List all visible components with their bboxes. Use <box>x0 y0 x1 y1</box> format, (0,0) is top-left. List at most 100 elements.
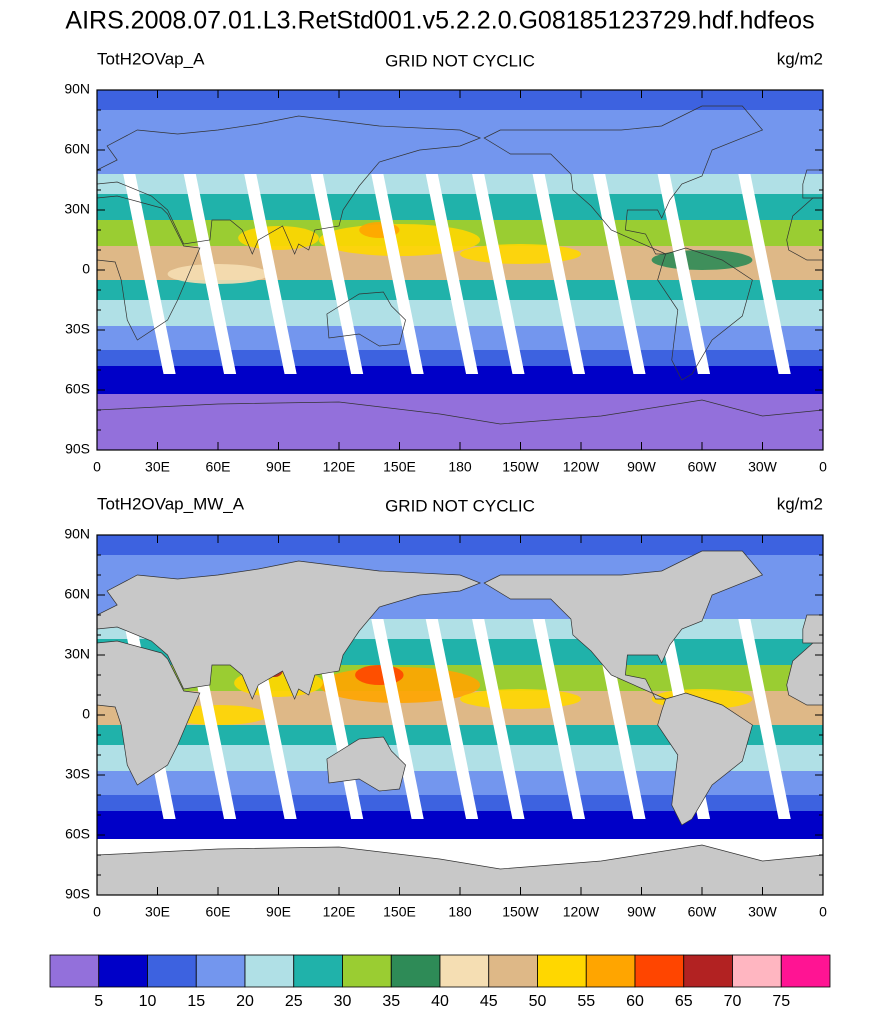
coastline <box>97 399 823 450</box>
lon-tick-label: 0 <box>819 904 827 920</box>
coastline <box>483 105 764 255</box>
colorbar-swatch <box>780 954 831 988</box>
colorbar-swatch <box>195 954 246 988</box>
colorbar-swatch <box>585 954 636 988</box>
lon-tick-label: 30W <box>748 904 778 920</box>
lon-tick-label: 120W <box>563 459 600 475</box>
lon-tick-label: 90E <box>266 459 291 475</box>
coastline <box>786 197 823 261</box>
colorbar-label: 55 <box>577 993 595 1010</box>
lat-tick-label: 60S <box>65 826 90 842</box>
field-band <box>97 350 823 366</box>
lat-tick-label: 60N <box>64 586 90 602</box>
lon-tick-label: 180 <box>448 459 472 475</box>
coastline <box>657 692 753 826</box>
colorbar-label: 65 <box>675 993 693 1010</box>
field-patch <box>238 226 319 250</box>
coastline <box>97 560 482 700</box>
panel-variable: TotH2OVap_A <box>97 49 205 68</box>
colorbar-swatch <box>49 954 100 988</box>
data-gap-swath <box>738 619 791 819</box>
data-gap-swath <box>425 174 479 374</box>
lon-tick-label: 150W <box>502 904 539 920</box>
colorbar-label: 60 <box>626 993 644 1010</box>
lat-tick-label: 90S <box>65 886 90 902</box>
coastline <box>802 614 823 644</box>
field-band <box>97 194 823 220</box>
colorbar-swatch <box>537 954 587 988</box>
field-band <box>97 394 823 450</box>
data-gap-swath <box>532 174 586 374</box>
colorbar-label: 50 <box>529 993 547 1010</box>
colorbar-label: 45 <box>480 993 498 1010</box>
panel-units: kg/m2 <box>777 49 823 68</box>
map-field <box>97 535 823 895</box>
data-gap-swath <box>310 174 364 374</box>
colorbar-label: 25 <box>285 993 303 1010</box>
field-band <box>97 366 823 394</box>
lat-tick-label: 30S <box>65 321 90 337</box>
lon-tick-label: 180 <box>448 904 472 920</box>
lat-tick-label: 90S <box>65 441 90 457</box>
field-patch <box>460 244 581 264</box>
lon-tick-label: 120E <box>323 459 356 475</box>
lon-tick-label: 90E <box>266 904 291 920</box>
data-gap-swath <box>532 619 586 819</box>
colorbar-swatch <box>683 954 733 988</box>
coastline <box>97 844 823 895</box>
data-gap-swath <box>123 174 176 374</box>
lon-tick-label: 150E <box>383 459 416 475</box>
lon-tick-label: 90W <box>627 459 657 475</box>
coastline <box>802 169 823 199</box>
coastline <box>326 291 406 347</box>
lon-tick-label: 120W <box>563 904 600 920</box>
lon-tick-label: 0 <box>93 459 101 475</box>
coastline <box>326 736 406 792</box>
lon-tick-label: 120E <box>323 904 356 920</box>
lat-tick-label: 60S <box>65 381 90 397</box>
coastline <box>657 247 753 381</box>
colorbar-swatch <box>293 954 343 988</box>
colorbar-label: 5 <box>94 993 103 1010</box>
panel-subtitle: GRID NOT CYCLIC <box>385 51 535 70</box>
panel-subtitle: GRID NOT CYCLIC <box>385 496 535 515</box>
lon-tick-label: 30W <box>748 459 778 475</box>
map-field <box>97 90 823 450</box>
data-gap-swath <box>472 174 525 374</box>
colorbar-swatch <box>390 954 441 988</box>
lon-tick-label: 30E <box>145 904 170 920</box>
data-gap-swath <box>738 174 791 374</box>
lat-tick-label: 30N <box>64 646 90 662</box>
colorbar-swatch <box>732 954 782 988</box>
colorbar-label: 70 <box>724 993 742 1010</box>
colorbar-swatch <box>439 954 490 988</box>
field-patch <box>460 689 581 709</box>
lat-tick-label: 90N <box>64 526 90 542</box>
data-gap-swath <box>183 174 237 374</box>
colorbar-label: 40 <box>431 993 449 1010</box>
colorbar-label: 30 <box>334 993 352 1010</box>
field-patch <box>355 665 404 685</box>
data-gap-swath <box>472 619 525 819</box>
lon-tick-label: 60E <box>206 459 231 475</box>
lon-tick-label: 150W <box>502 459 539 475</box>
colorbar-swatch <box>98 954 148 988</box>
figure-title: AIRS.2008.07.01.L3.RetStd001.v5.2.2.0.G0… <box>65 7 814 35</box>
data-gap-swath <box>657 174 711 374</box>
lon-tick-label: 30E <box>145 459 170 475</box>
lat-tick-label: 30N <box>64 201 90 217</box>
data-gap-swath <box>371 619 424 819</box>
lon-tick-label: 150E <box>383 904 416 920</box>
field-band <box>97 795 823 811</box>
coastline <box>786 642 823 706</box>
coastline <box>483 550 764 700</box>
lon-tick-label: 0 <box>819 459 827 475</box>
colorbar-swatch <box>147 954 197 988</box>
colorbar-swatch <box>342 954 392 988</box>
field-band <box>97 811 823 839</box>
coastline <box>97 195 201 341</box>
lon-tick-label: 60E <box>206 904 231 920</box>
lat-tick-label: 60N <box>64 141 90 157</box>
